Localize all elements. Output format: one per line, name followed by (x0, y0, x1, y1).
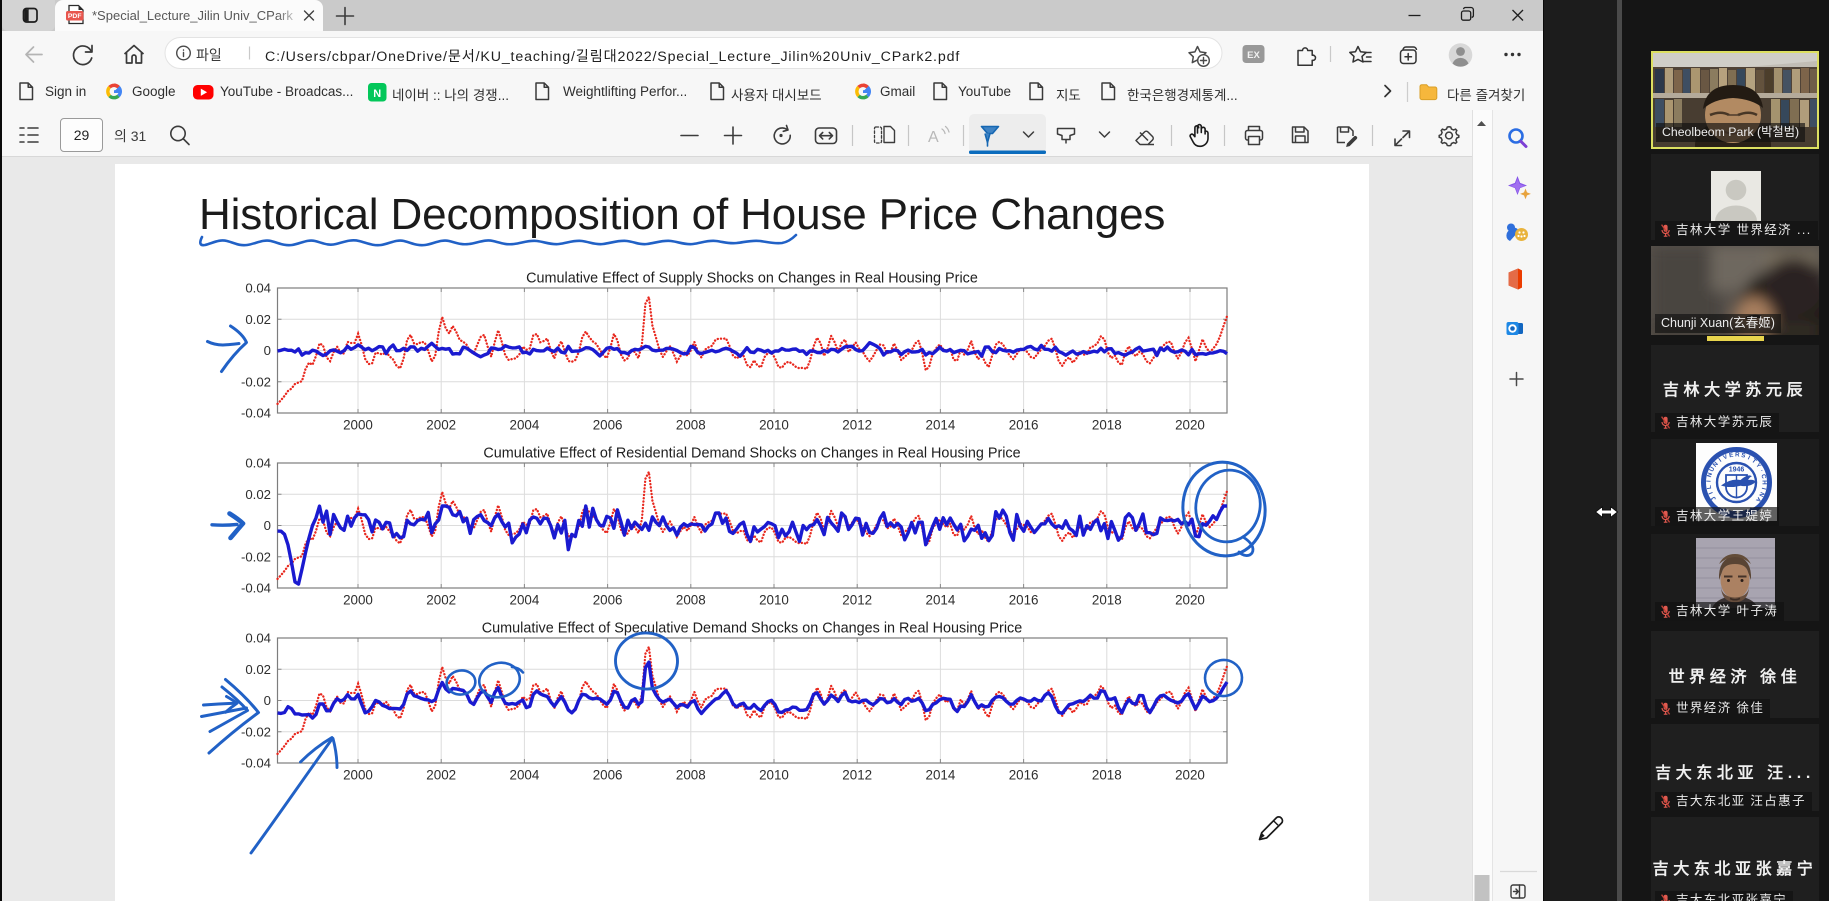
svg-text:L: L (1706, 484, 1714, 489)
svg-text:H: H (1761, 480, 1768, 485)
svg-text:I: I (1705, 480, 1712, 482)
svg-text:J: J (1710, 494, 1718, 501)
svg-text:S: S (1740, 452, 1746, 460)
svg-text:·: · (1758, 468, 1765, 473)
svg-text:U: U (1708, 465, 1717, 473)
svg-text:N: N (1706, 471, 1714, 478)
svg-text:N: N (1757, 491, 1765, 498)
svg-text:I: I (1760, 487, 1767, 491)
svg-text:I: I (1747, 454, 1752, 461)
svg-text:N: N (1712, 460, 1721, 468)
svg-text:I: I (1707, 491, 1714, 495)
svg-text:Y: Y (1754, 462, 1763, 470)
svg-text:R: R (1735, 451, 1740, 458)
svg-text:E: E (1729, 452, 1734, 460)
svg-text:T: T (1750, 457, 1758, 465)
svg-text:A: A (1754, 496, 1763, 504)
svg-text:1946: 1946 (1729, 467, 1745, 474)
svg-text:V: V (1722, 453, 1729, 461)
svg-text:I: I (1717, 457, 1723, 464)
svg-text:C: C (1759, 473, 1767, 479)
